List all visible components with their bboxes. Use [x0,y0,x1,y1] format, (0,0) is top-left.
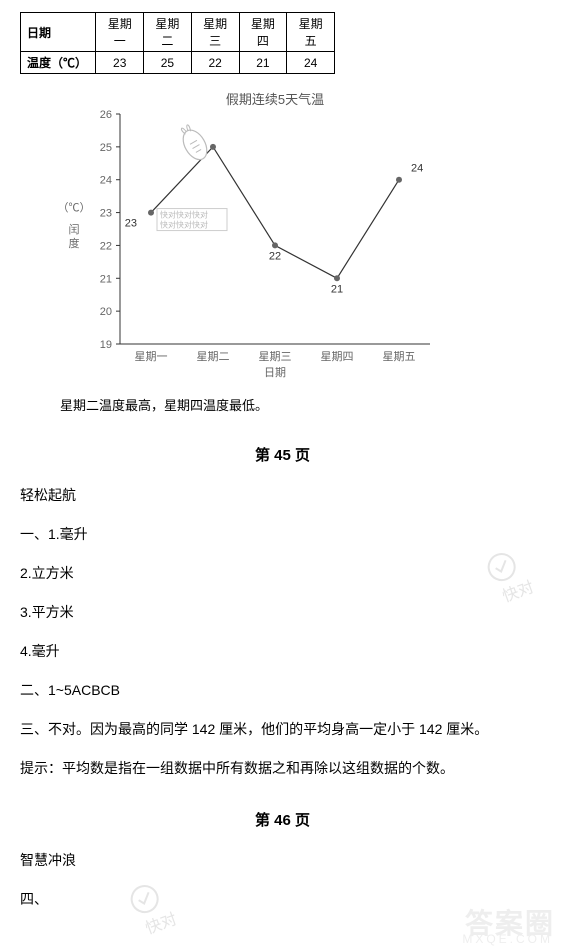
page-45-heading: 第 45 页 [20,444,545,465]
a2: 2.立方米 [20,563,545,584]
d4: 四、 [20,889,545,910]
a1: 一、1.毫升 [20,524,545,545]
section-a-title: 轻松起航 [20,485,545,506]
val-d3: 22 [191,52,239,74]
header-d4: 星期四 [239,13,287,52]
val-d2: 25 [144,52,192,74]
header-d2: 星期二 [144,13,192,52]
svg-text:26: 26 [100,109,112,121]
svg-text:23: 23 [100,208,112,220]
brand-url-watermark: MXQE.COM [462,932,553,946]
svg-text:19: 19 [100,339,112,351]
table-value-row: 温度（℃） 23 25 22 21 24 [21,52,335,74]
c: 三、不对。因为最高的同学 142 厘米，他们的平均身高一定小于 142 厘米。 [20,719,545,740]
header-date: 日期 [21,13,96,52]
svg-text:21: 21 [331,283,343,295]
val-d1: 23 [96,52,144,74]
val-d4: 21 [239,52,287,74]
svg-text:星期四: 星期四 [321,350,354,363]
svg-text:24: 24 [411,163,423,175]
svg-text:24: 24 [100,175,112,187]
svg-text:20: 20 [100,306,112,318]
a4: 4.毫升 [20,641,545,662]
svg-text:22: 22 [269,250,281,262]
svg-text:假期连续5天气温: 假期连续5天气温 [226,92,324,107]
svg-text:25: 25 [100,142,112,154]
data-table: 日期 星期一 星期二 星期三 星期四 星期五 温度（℃） 23 25 22 21… [20,12,335,74]
svg-text:23: 23 [125,218,137,230]
b: 二、1~5ACBCB [20,680,545,701]
chart-caption: 星期二温度最高，星期四温度最低。 [60,395,545,414]
header-d5: 星期五 [287,13,335,52]
header-d1: 星期一 [96,13,144,52]
svg-text:快对快对快对: 快对快对快对 [160,220,208,230]
svg-text:日期: 日期 [264,366,286,379]
svg-text:快对: 快对 [143,910,179,938]
svg-text:星期二: 星期二 [197,350,230,363]
svg-text:21: 21 [100,273,112,285]
svg-text:星期五: 星期五 [383,350,416,363]
line-chart: 假期连续5天气温 19 20 21 22 23 24 25 26 （℃） 闰度星期一 星期二 星期三 星期… [60,84,460,389]
svg-text:闰: 闰 [69,222,80,236]
svg-text:快对快对快对: 快对快对快对 [160,210,208,220]
svg-text:（℃）: （℃） [60,201,91,214]
svg-text:度: 度 [69,236,80,250]
table-header-row: 日期 星期一 星期二 星期三 星期四 星期五 [21,13,335,52]
chart-svg: 假期连续5天气温 19 20 21 22 23 24 25 26 （℃） 闰度星期一 星期二 星期三 星期… [60,84,460,384]
svg-text:星期三: 星期三 [259,350,292,363]
svg-text:星期一: 星期一 [135,350,168,363]
val-d5: 24 [287,52,335,74]
row-label: 温度（℃） [21,52,96,74]
header-d3: 星期三 [191,13,239,52]
section-d-title: 智慧冲浪 [20,850,545,871]
a3: 3.平方米 [20,602,545,623]
svg-text:22: 22 [100,240,112,252]
page-46-heading: 第 46 页 [20,809,545,830]
